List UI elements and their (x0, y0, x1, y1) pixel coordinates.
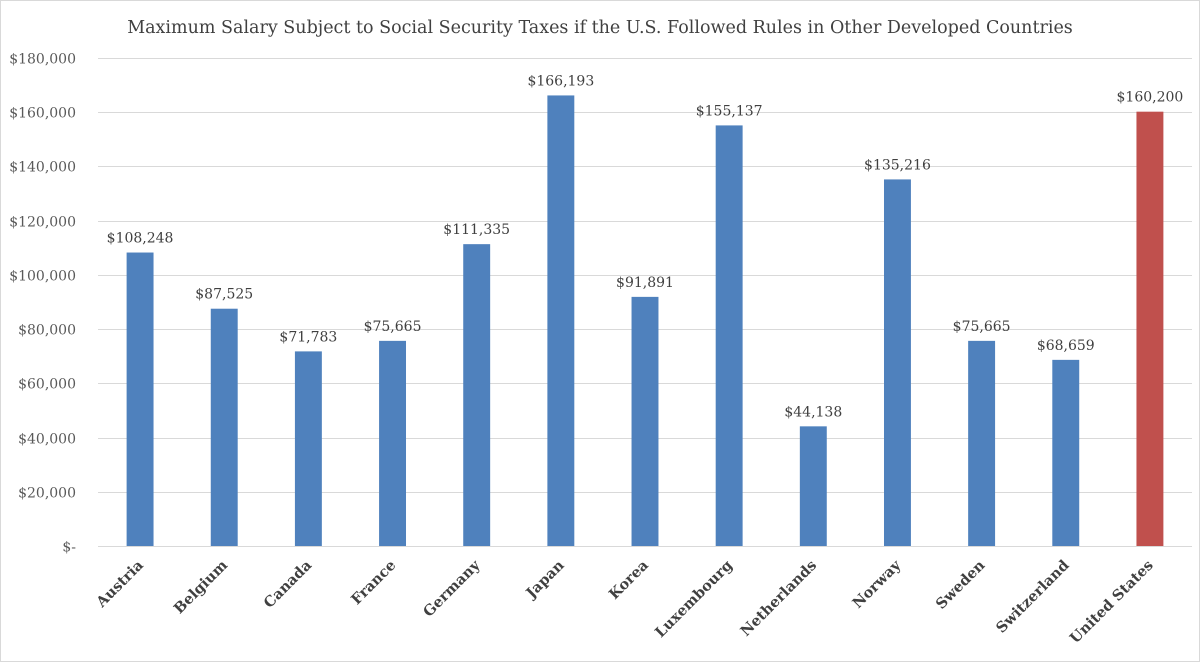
y-tick-label: $140,000 (9, 160, 76, 176)
x-tick-label: Switzerland (993, 557, 1073, 637)
bar-norway (883, 179, 911, 546)
data-label: $135,216 (864, 157, 931, 173)
bar-netherlands (799, 426, 827, 546)
y-tick-label: $40,000 (18, 432, 76, 448)
bars (126, 95, 1164, 547)
x-tick-label: Norway (849, 556, 904, 611)
gridlines (98, 58, 1192, 547)
y-tick-label: $- (62, 540, 76, 556)
data-label: $68,659 (1037, 338, 1095, 354)
x-tick-label: Japan (521, 556, 568, 603)
x-tick-label: Sweden (933, 556, 989, 612)
data-labels: $108,248 $87,525 $71,783 $75,665 $111,335 $16… (107, 73, 1184, 420)
bar-belgium (210, 308, 238, 546)
bar-canada (294, 351, 322, 546)
bar-united-states (1136, 111, 1164, 547)
bar-switzerland (1052, 359, 1080, 546)
bar-japan (547, 95, 575, 546)
data-label: $71,783 (279, 329, 337, 345)
bar-sweden (968, 340, 996, 546)
data-label: $155,137 (696, 103, 763, 119)
bar-austria (126, 252, 154, 546)
data-label: $87,525 (195, 287, 253, 303)
data-label: $75,665 (953, 319, 1011, 335)
data-label: $44,138 (784, 404, 842, 420)
y-tick-label: $100,000 (9, 269, 76, 285)
y-tick-label: $80,000 (18, 323, 76, 339)
x-tick-label: Germany (420, 556, 484, 620)
y-axis-ticks: $- $20,000 $40,000 $60,000 $80,000 $100,000 $1… (9, 52, 76, 556)
y-tick-label: $20,000 (18, 486, 76, 502)
data-label: $108,248 (107, 231, 174, 247)
data-label: $75,665 (364, 319, 422, 335)
x-tick-label: Belgium (171, 556, 232, 617)
bar-france (379, 340, 407, 546)
x-tick-label: France (348, 557, 399, 608)
x-tick-label: Austria (92, 556, 147, 611)
data-label: $160,200 (1117, 90, 1184, 106)
chart-title: Maximum Salary Subject to Social Securit… (127, 18, 1073, 38)
bar-germany (463, 244, 491, 546)
x-tick-label: United States (1067, 557, 1157, 647)
y-tick-label: $60,000 (18, 377, 76, 393)
y-tick-label: $180,000 (9, 52, 76, 68)
bar-korea (631, 296, 659, 546)
x-axis-categories: Austria Belgium Canada France Germany Japan Ko… (92, 556, 1156, 647)
bar-luxembourg (715, 125, 743, 546)
data-label: $91,891 (616, 275, 674, 291)
x-tick-label: Canada (260, 556, 315, 611)
y-tick-label: $160,000 (9, 106, 76, 122)
y-tick-label: $120,000 (9, 215, 76, 231)
data-label: $111,335 (443, 222, 510, 238)
x-tick-label: Korea (606, 556, 653, 603)
x-tick-label: Luxembourg (652, 557, 736, 641)
x-tick-label: Netherlands (737, 557, 820, 640)
data-label: $166,193 (527, 73, 594, 89)
